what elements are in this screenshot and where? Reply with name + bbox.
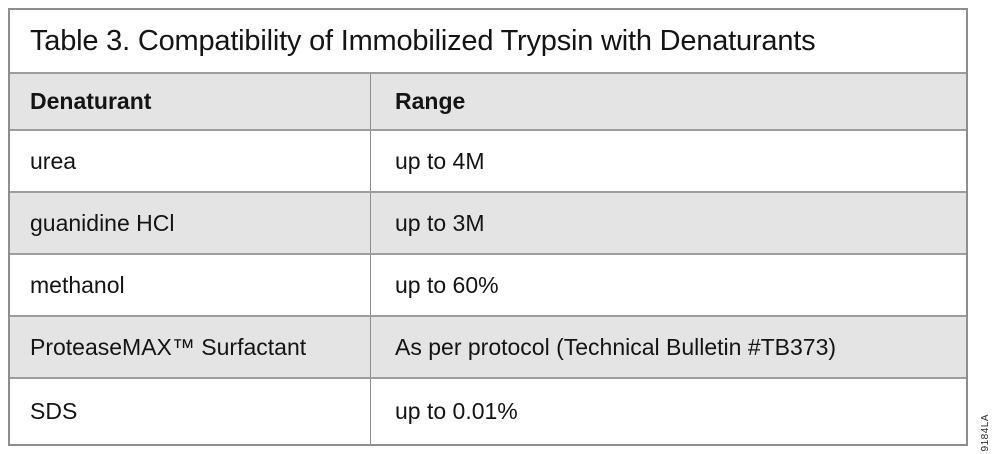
range-cell: up to 4M xyxy=(370,131,966,191)
denaturant-cell: SDS xyxy=(30,398,78,424)
table-row-methanol: methanol up to 60% xyxy=(10,253,966,315)
range-cell: up to 0.01% xyxy=(370,379,966,444)
header-cell-range: Range xyxy=(370,74,966,129)
range-cell: As per protocol (Technical Bulletin #TB3… xyxy=(370,317,966,377)
denaturant-cell: ProteaseMAX™ Surfactant xyxy=(30,333,307,360)
denaturant-cell: methanol xyxy=(30,271,125,298)
figure-code-vertical: 9184LA xyxy=(980,413,991,451)
denaturant-cell: guanidine HCl xyxy=(30,209,175,236)
table-header-row: Denaturant Range xyxy=(10,72,966,129)
table-row-urea: urea up to 4M xyxy=(10,129,966,191)
table-title: Table 3. Compatibility of Immobilized Tr… xyxy=(10,10,966,72)
range-cell: up to 3M xyxy=(370,193,966,253)
table-row-proteasemax: ProteaseMAX™ Surfactant As per protocol … xyxy=(10,315,966,377)
table-row-sds: SDS up to 0.01% xyxy=(10,377,966,444)
table-row-guanidine: guanidine HCl up to 3M xyxy=(10,191,966,253)
denaturant-cell: urea xyxy=(30,147,77,174)
table-figure-card: Table 3. Compatibility of Immobilized Tr… xyxy=(8,8,968,446)
header-cell-denaturant: Denaturant xyxy=(30,88,152,114)
range-cell: up to 60% xyxy=(370,255,966,315)
